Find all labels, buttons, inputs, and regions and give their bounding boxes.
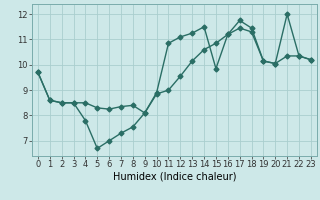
X-axis label: Humidex (Indice chaleur): Humidex (Indice chaleur) [113, 172, 236, 182]
